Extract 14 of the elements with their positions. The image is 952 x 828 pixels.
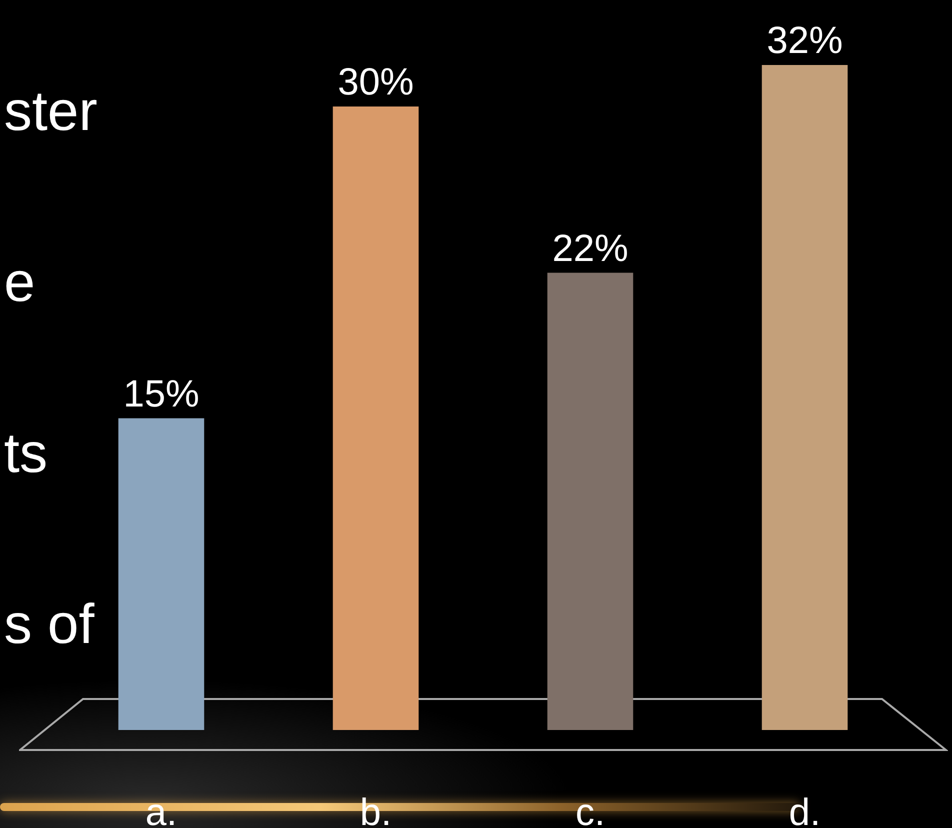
annotation: e: [4, 250, 36, 313]
annotation: ts: [4, 421, 48, 484]
bar: [547, 272, 634, 730]
data-label: 22%: [552, 228, 628, 270]
annotation: ster: [4, 79, 98, 142]
bar: [762, 65, 848, 730]
data-label: 15%: [123, 373, 200, 416]
bar: [332, 106, 419, 730]
x-tick-label: d.: [788, 792, 821, 828]
data-label: 32%: [766, 20, 843, 62]
annotation: s of: [4, 592, 95, 655]
data-label: 30%: [338, 62, 414, 104]
x-tick-label: c.: [575, 792, 606, 828]
bar: [118, 418, 204, 730]
